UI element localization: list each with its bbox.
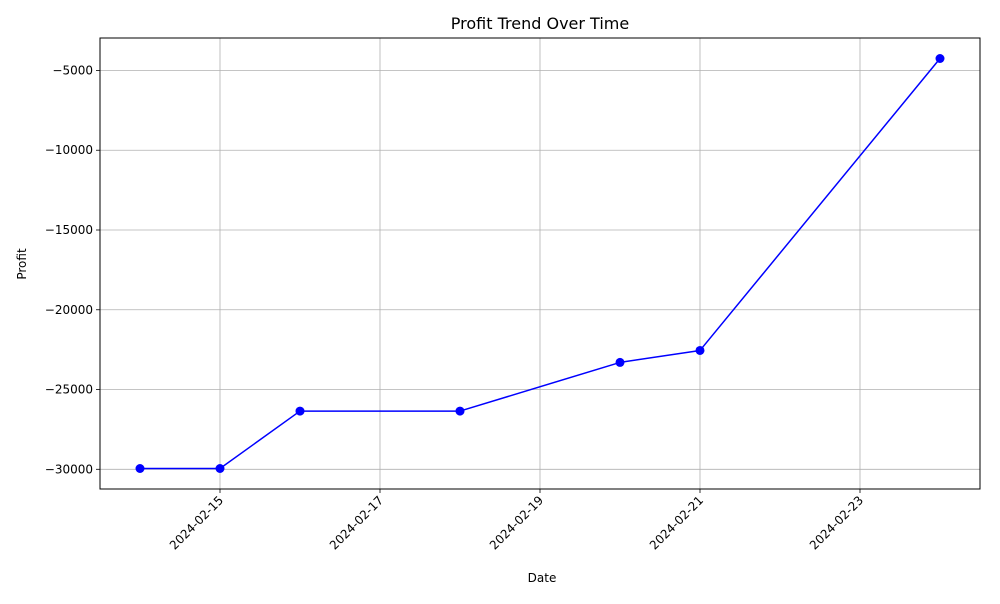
data-point <box>615 357 625 367</box>
y-tick-label: −30000 <box>45 462 93 476</box>
data-point <box>135 464 145 473</box>
y-tick-label: −15000 <box>45 223 93 237</box>
data-point <box>215 464 225 473</box>
grid-lines <box>100 38 980 489</box>
y-axis-label: Profit <box>15 248 29 280</box>
chart-title: Profit Trend Over Time <box>451 14 629 33</box>
data-point <box>695 345 705 355</box>
y-tick-label: −5000 <box>52 63 93 77</box>
data-point <box>935 54 945 63</box>
y-tick-label: −20000 <box>45 303 93 317</box>
data-point <box>295 406 305 416</box>
y-tick-label: −10000 <box>45 143 93 157</box>
x-axis-label: Date <box>528 571 557 585</box>
data-point <box>455 406 465 416</box>
y-tick-label: −25000 <box>45 383 93 397</box>
data-series <box>135 54 945 473</box>
